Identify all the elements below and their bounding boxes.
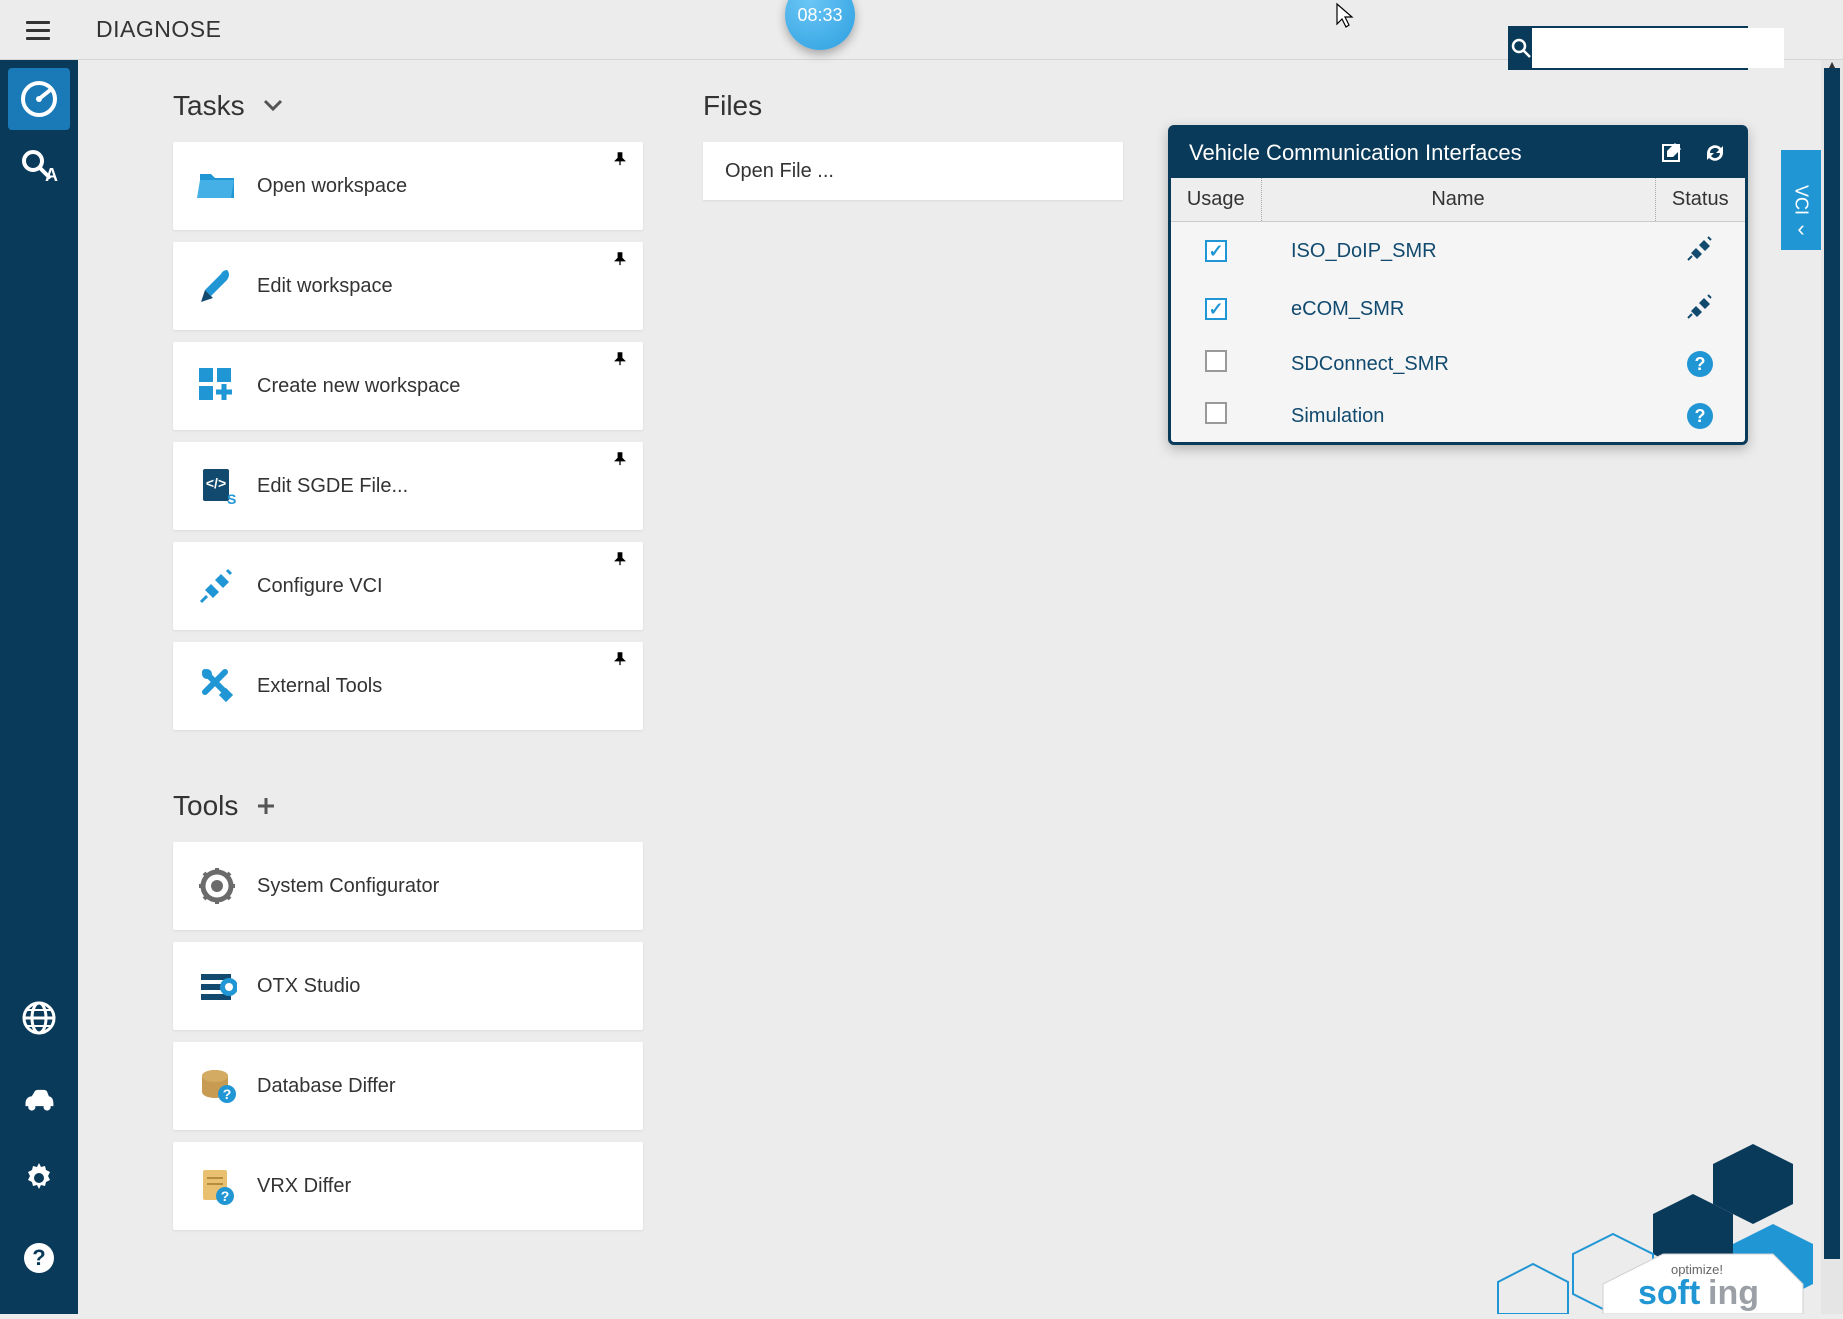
- plug-icon: [1686, 303, 1714, 325]
- cursor-icon: [1335, 2, 1355, 28]
- pin-icon[interactable]: [613, 452, 629, 468]
- folder-icon: [195, 164, 239, 208]
- search-icon: [1510, 37, 1532, 59]
- hamburger-icon: [24, 16, 52, 44]
- vci-tab[interactable]: VCI: [1781, 150, 1821, 250]
- plug-icon: [195, 564, 239, 608]
- vci-panel-header: Vehicle Communication Interfaces: [1171, 128, 1745, 178]
- vci-col-usage: Usage: [1171, 178, 1261, 222]
- open-file-label: Open File ...: [725, 160, 834, 183]
- card-database-differ[interactable]: Database Differ: [173, 1042, 643, 1130]
- search-button[interactable]: [1510, 28, 1532, 68]
- gauge-icon: [19, 79, 59, 119]
- app-title: DIAGNOSE: [96, 16, 221, 43]
- search-input[interactable]: [1532, 28, 1784, 68]
- gear-icon: [21, 1160, 57, 1196]
- card-otx-studio[interactable]: OTX Studio: [173, 942, 643, 1030]
- rail-vehicle-button[interactable]: [8, 1067, 70, 1129]
- card-open-workspace[interactable]: Open workspace: [173, 142, 643, 230]
- rail-inspect-button[interactable]: [8, 136, 70, 198]
- help-icon: [21, 1240, 57, 1276]
- vci-name: Simulation: [1261, 390, 1655, 442]
- left-rail: [0, 60, 78, 1314]
- card-label: Open workspace: [257, 175, 407, 198]
- usage-checkbox[interactable]: [1205, 240, 1227, 262]
- hamburger-menu-button[interactable]: [20, 12, 56, 48]
- tools-header-label: Tools: [173, 790, 238, 822]
- files-header: Files: [703, 90, 1803, 122]
- rail-help-button[interactable]: [8, 1227, 70, 1289]
- tasks-header-label: Tasks: [173, 90, 245, 122]
- help-status-icon: ?: [1687, 403, 1713, 429]
- rail-diagnose-button[interactable]: [8, 68, 70, 130]
- rail-settings-button[interactable]: [8, 1147, 70, 1209]
- card-label: Database Differ: [257, 1075, 396, 1098]
- vci-row[interactable]: Simulation?: [1171, 390, 1745, 442]
- card-create-new-workspace[interactable]: Create new workspace: [173, 342, 643, 430]
- card-label: External Tools: [257, 675, 382, 698]
- usage-checkbox[interactable]: [1205, 402, 1227, 424]
- vci-tab-label: VCI: [1791, 185, 1812, 215]
- card-label: Edit workspace: [257, 275, 393, 298]
- tasks-header[interactable]: Tasks: [173, 90, 643, 122]
- plus-icon: [256, 796, 276, 816]
- otx-icon: [195, 964, 239, 1008]
- card-label: Edit SGDE File...: [257, 475, 408, 498]
- vci-name: ISO_DoIP_SMR: [1261, 222, 1655, 281]
- code-file-icon: [195, 464, 239, 508]
- wrench-driver-icon: [195, 664, 239, 708]
- inspect-icon: [19, 147, 59, 187]
- vci-refresh-icon[interactable]: [1703, 141, 1727, 165]
- tasks-column: Tasks Open workspace Edit workspace Create…: [173, 90, 643, 1230]
- scroll-thumb[interactable]: [1824, 68, 1840, 1259]
- vci-row[interactable]: eCOM_SMR: [1171, 280, 1745, 338]
- help-status-icon: ?: [1687, 351, 1713, 377]
- vci-table: Usage Name Status ISO_DoIP_SMReCOM_SMRSD…: [1171, 178, 1745, 442]
- vci-row[interactable]: SDConnect_SMR?: [1171, 338, 1745, 390]
- card-label: Configure VCI: [257, 575, 383, 598]
- card-label: OTX Studio: [257, 975, 360, 998]
- vci-edit-icon[interactable]: [1661, 141, 1685, 165]
- plug-icon: [1686, 245, 1714, 267]
- brush-icon: [195, 264, 239, 308]
- tools-header[interactable]: Tools: [173, 790, 643, 822]
- usage-checkbox[interactable]: [1205, 298, 1227, 320]
- open-file-button[interactable]: Open File ...: [703, 142, 1123, 200]
- card-edit-workspace[interactable]: Edit workspace: [173, 242, 643, 330]
- pin-icon[interactable]: [613, 552, 629, 568]
- card-label: Create new workspace: [257, 375, 460, 398]
- search-box: [1508, 26, 1748, 70]
- card-vrx-differ[interactable]: VRX Differ: [173, 1142, 643, 1230]
- pin-icon[interactable]: [613, 352, 629, 368]
- vci-panel-title: Vehicle Communication Interfaces: [1189, 140, 1522, 166]
- globe-icon: [21, 1000, 57, 1036]
- pin-icon[interactable]: [613, 152, 629, 168]
- card-system-configurator[interactable]: System Configurator: [173, 842, 643, 930]
- vci-col-name: Name: [1261, 178, 1655, 222]
- chevron-down-icon: [263, 96, 283, 116]
- card-label: System Configurator: [257, 875, 439, 898]
- grid-plus-icon: [195, 364, 239, 408]
- usage-checkbox[interactable]: [1205, 350, 1227, 372]
- tools-list: System Configurator OTX Studio Database Di…: [173, 842, 643, 1230]
- pin-icon[interactable]: [613, 252, 629, 268]
- cog-icon: [195, 864, 239, 908]
- card-configure-vci[interactable]: Configure VCI: [173, 542, 643, 630]
- doc-help-icon: [195, 1164, 239, 1208]
- vci-name: SDConnect_SMR: [1261, 338, 1655, 390]
- vci-name: eCOM_SMR: [1261, 280, 1655, 338]
- vci-row[interactable]: ISO_DoIP_SMR: [1171, 222, 1745, 281]
- vci-panel: Vehicle Communication Interfaces Usage N…: [1168, 125, 1748, 445]
- card-external-tools[interactable]: External Tools: [173, 642, 643, 730]
- files-header-label: Files: [703, 90, 762, 122]
- card-edit-sgde-file-[interactable]: Edit SGDE File...: [173, 442, 643, 530]
- car-icon: [21, 1080, 57, 1116]
- card-label: VRX Differ: [257, 1175, 351, 1198]
- db-help-icon: [195, 1064, 239, 1108]
- vci-col-status: Status: [1655, 178, 1745, 222]
- rail-globe-button[interactable]: [8, 987, 70, 1049]
- scrollbar[interactable]: ▴: [1821, 60, 1843, 1314]
- pin-icon[interactable]: [613, 652, 629, 668]
- tasks-list: Open workspace Edit workspace Create new w…: [173, 142, 643, 730]
